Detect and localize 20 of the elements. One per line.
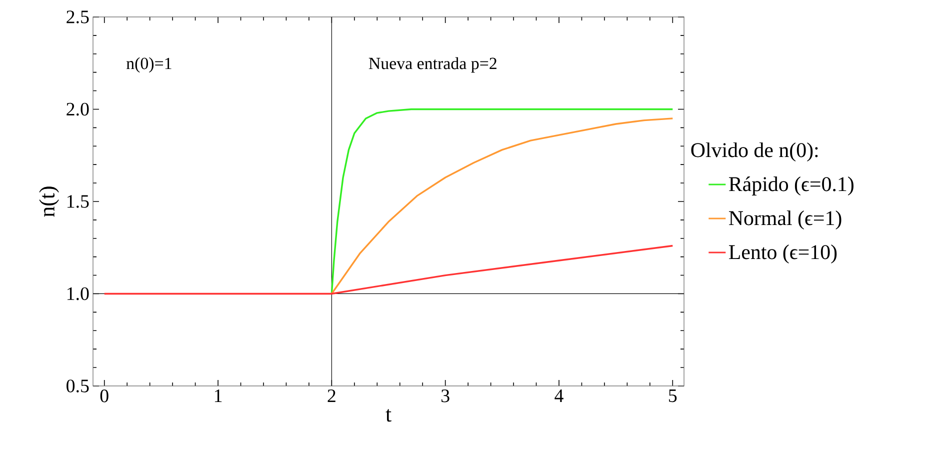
y-axis-title: n(t) [39,186,59,217]
annotation: Nueva entrada p=2 [368,57,496,73]
x-tick-label: 0 [100,390,108,402]
x-axis-title: t [386,409,392,422]
legend-label: Normal (ϵ=1) [728,210,842,230]
legend-label: Rápido (ϵ=0.1) [728,176,854,196]
annotation: n(0)=1 [126,57,172,73]
x-tick-label: 1 [214,390,222,402]
y-tick-label: 0.5 [66,380,89,392]
x-tick-label: 5 [669,390,677,402]
y-tick-label: 2.0 [66,102,89,116]
x-tick-label: 3 [442,390,450,402]
y-tick-label: 1.5 [67,195,89,208]
x-tick-label: 2 [328,390,336,402]
legend-title: Olvido de n(0): [691,142,818,162]
legend-label: Lento (ϵ=10) [728,244,837,264]
line-series [104,244,674,295]
x-tick-label: 4 [554,390,564,402]
y-tick-label: 2.5 [66,10,89,24]
y-tick-label: 1.0 [67,287,89,300]
